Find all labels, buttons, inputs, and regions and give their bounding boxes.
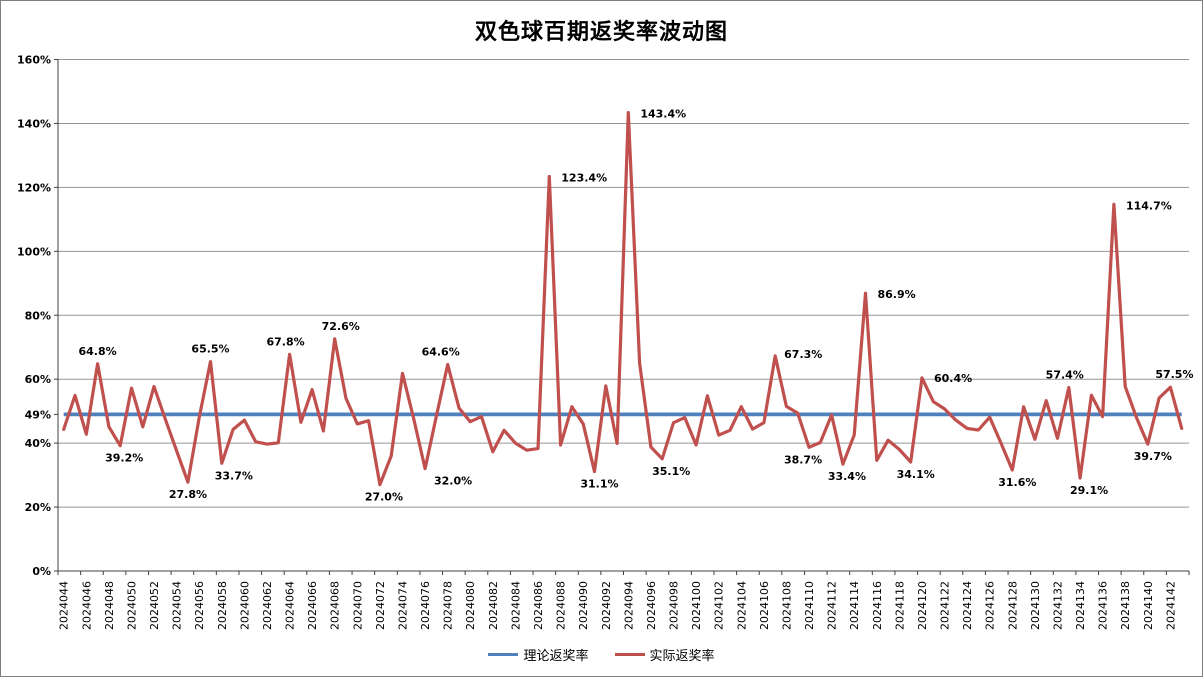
chart-title: 双色球百期返奖率波动图 xyxy=(474,19,728,45)
x-tick-label: 2024052 xyxy=(148,581,161,630)
actual-line xyxy=(62,110,1184,487)
x-tick-label: 2024072 xyxy=(374,581,387,630)
x-tick-label: 2024066 xyxy=(306,581,319,630)
x-tick-label: 2024068 xyxy=(329,581,342,630)
x-tick-label: 2024134 xyxy=(1074,581,1087,630)
data-label: 32.0% xyxy=(434,475,472,488)
data-label: 72.6% xyxy=(322,320,360,333)
data-label: 64.6% xyxy=(422,345,460,358)
legend: 理论返奖率 实际返奖率 xyxy=(1,645,1202,664)
data-label: 34.1% xyxy=(897,468,935,481)
x-tick-label: 2024136 xyxy=(1097,581,1110,630)
x-tick-label: 2024140 xyxy=(1142,581,1155,630)
x-tick-label: 2024116 xyxy=(871,581,884,630)
x-tick-label: 2024098 xyxy=(668,581,681,630)
data-label: 39.7% xyxy=(1134,450,1172,463)
x-tick-label: 2024058 xyxy=(216,581,229,630)
x-tick-label: 2024142 xyxy=(1164,581,1177,630)
x-tick-label: 2024112 xyxy=(826,581,839,630)
x-tick-label: 2024102 xyxy=(713,581,726,630)
x-tick-label: 2024106 xyxy=(758,581,771,630)
x-tick-label: 2024094 xyxy=(622,581,635,630)
data-label: 65.5% xyxy=(191,343,229,356)
x-tick-label: 2024078 xyxy=(442,581,455,630)
x-tick-label: 2024056 xyxy=(193,581,206,630)
x-tick-label: 2024104 xyxy=(735,581,748,630)
x-tick-label: 2024044 xyxy=(58,581,71,630)
data-label: 27.0% xyxy=(365,491,403,504)
data-label: 57.5% xyxy=(1155,368,1193,381)
data-label: 27.8% xyxy=(169,488,207,501)
actual-line-swatch xyxy=(614,653,645,656)
x-tick-label: 2024076 xyxy=(419,581,432,630)
data-label: 114.7% xyxy=(1126,199,1172,212)
x-tick-label: 2024120 xyxy=(916,581,929,630)
data-label: 29.1% xyxy=(1070,484,1108,497)
x-tick-label: 2024132 xyxy=(1051,581,1064,630)
x-tick-label: 2024092 xyxy=(600,581,613,630)
x-tick-label: 2024118 xyxy=(893,581,906,630)
data-label: 60.4% xyxy=(934,372,972,385)
x-tick-label: 2024086 xyxy=(532,581,545,630)
legend-item-theoretical: 理论返奖率 xyxy=(488,645,589,664)
data-label: 33.7% xyxy=(215,469,253,482)
y-tick-label: 120% xyxy=(17,181,51,194)
data-label: 64.8% xyxy=(78,345,116,358)
x-tick-label: 2024050 xyxy=(125,581,138,630)
data-label: 67.3% xyxy=(784,348,822,361)
x-tick-label: 2024108 xyxy=(780,581,793,630)
x-tick-label: 2024138 xyxy=(1119,581,1132,630)
data-label: 143.4% xyxy=(640,108,686,121)
x-tick-label: 2024054 xyxy=(171,581,184,630)
x-tick-label: 2024090 xyxy=(577,581,590,630)
x-tick-label: 2024048 xyxy=(103,581,116,630)
legend-item-actual: 实际返奖率 xyxy=(614,645,715,664)
x-tick-label: 2024080 xyxy=(464,581,477,630)
data-label: 31.6% xyxy=(998,476,1036,489)
x-tick-label: 2024096 xyxy=(645,581,658,630)
x-tick-label: 2024110 xyxy=(803,581,816,630)
x-tick-label: 2024060 xyxy=(238,581,251,630)
x-tick-label: 2024064 xyxy=(284,581,297,630)
x-tick-label: 2024088 xyxy=(555,581,568,630)
x-tick-label: 2024100 xyxy=(690,581,703,630)
data-label: 35.1% xyxy=(652,465,690,478)
y-tick-label: 20% xyxy=(25,501,51,514)
data-label: 123.4% xyxy=(561,172,607,185)
x-tick-label: 2024074 xyxy=(396,581,409,630)
data-label: 33.4% xyxy=(828,470,866,483)
x-tick-label: 2024126 xyxy=(984,581,997,630)
x-tick-label: 2024046 xyxy=(80,581,93,630)
data-label: 67.8% xyxy=(266,335,304,348)
y-tick-label: 160% xyxy=(17,54,51,67)
data-label: 86.9% xyxy=(877,288,915,301)
x-tick-label: 2024082 xyxy=(487,581,500,630)
theoretical-line-swatch xyxy=(488,653,519,656)
y-tick-label: 49% xyxy=(25,408,51,421)
data-label: 57.4% xyxy=(1046,368,1084,381)
y-tick-label: 100% xyxy=(17,245,51,258)
legend-label-actual: 实际返奖率 xyxy=(649,649,715,664)
x-tick-label: 2024128 xyxy=(1006,581,1019,630)
x-tick-label: 2024062 xyxy=(261,581,274,630)
y-tick-label: 40% xyxy=(25,437,51,450)
x-tick-label: 2024114 xyxy=(848,581,861,630)
x-tick-label: 2024070 xyxy=(351,581,364,630)
y-tick-label: 0% xyxy=(32,565,51,578)
data-label: 39.2% xyxy=(105,452,143,465)
legend-label-theoretical: 理论返奖率 xyxy=(523,649,589,664)
data-label: 31.1% xyxy=(580,478,618,491)
x-tick-label: 2024122 xyxy=(939,581,952,630)
y-tick-label: 60% xyxy=(25,373,51,386)
y-tick-label: 140% xyxy=(17,117,51,130)
x-tick-label: 2024130 xyxy=(1029,581,1042,630)
data-label: 38.7% xyxy=(784,453,822,466)
x-tick-label: 2024084 xyxy=(509,581,522,630)
x-tick-label: 2024124 xyxy=(961,581,974,630)
y-tick-label: 80% xyxy=(25,309,51,322)
